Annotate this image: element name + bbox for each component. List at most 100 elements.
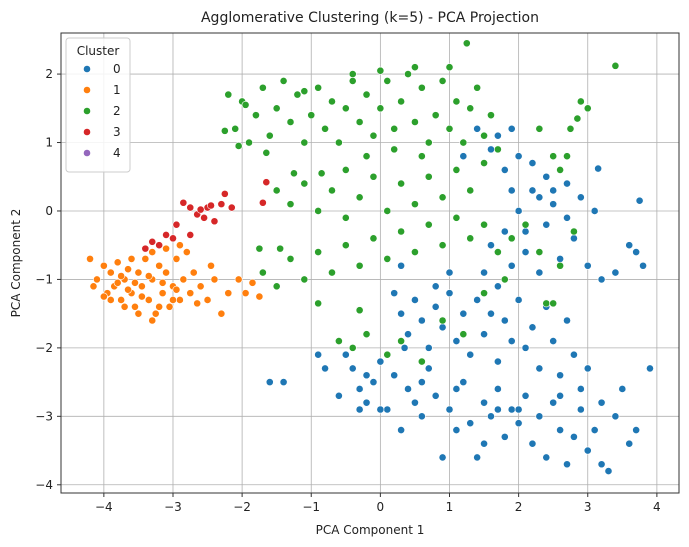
data-point [262, 178, 271, 187]
data-point [383, 77, 392, 85]
data-point [514, 296, 523, 304]
legend-entries: 0 1 2 3 4 [83, 62, 121, 160]
data-point [549, 398, 558, 407]
series-1 [86, 241, 264, 325]
legend-marker [83, 128, 91, 136]
legend-entry-label: 1 [113, 83, 121, 97]
legend-entry-label: 0 [113, 62, 121, 76]
data-point [400, 343, 409, 352]
data-point [314, 248, 323, 256]
data-point [480, 398, 488, 407]
data-point [438, 453, 447, 462]
data-point [137, 292, 146, 301]
data-point [487, 309, 495, 318]
data-point [369, 378, 378, 387]
data-point [542, 220, 551, 229]
data-point [234, 142, 243, 150]
data-point [535, 364, 544, 373]
data-point [431, 302, 440, 311]
data-point [155, 241, 164, 250]
data-point [362, 398, 371, 407]
data-point [535, 248, 544, 256]
data-point [452, 166, 461, 174]
data-point [487, 241, 495, 250]
x-tick-label: 3 [584, 500, 592, 514]
data-point [272, 186, 281, 195]
data-point [248, 278, 257, 287]
data-point [200, 213, 208, 222]
data-point [397, 426, 406, 434]
data-point [341, 166, 350, 174]
data-point [169, 234, 177, 243]
data-point [321, 124, 329, 133]
data-point [286, 254, 295, 263]
data-point [404, 70, 412, 78]
data-point [376, 357, 385, 366]
data-point [466, 234, 475, 243]
data-point [431, 282, 440, 291]
data-point [500, 432, 509, 441]
data-point [514, 152, 523, 161]
data-point [397, 97, 406, 106]
data-point [120, 302, 129, 311]
data-point [583, 104, 592, 113]
legend-entry-label: 3 [113, 125, 121, 139]
data-point [207, 201, 215, 210]
data-point [535, 268, 544, 277]
data-point [151, 309, 160, 318]
data-point [452, 97, 461, 106]
data-point [124, 285, 132, 294]
data-point [452, 337, 461, 345]
data-point [341, 104, 350, 113]
y-tick-label: −4 [35, 478, 53, 492]
data-point [272, 104, 281, 113]
data-point [355, 385, 364, 393]
data-point [262, 148, 271, 157]
data-point [383, 207, 392, 215]
data-point [210, 275, 219, 284]
data-point [570, 432, 578, 441]
data-point [514, 207, 523, 215]
data-point [618, 385, 627, 393]
data-point [404, 385, 412, 393]
data-point [473, 453, 482, 462]
data-point [117, 272, 126, 280]
data-point [480, 159, 488, 167]
data-point [459, 309, 468, 318]
data-point [334, 391, 343, 400]
data-point [556, 254, 565, 263]
data-point [397, 179, 406, 188]
data-point [341, 213, 350, 222]
data-point [576, 97, 585, 106]
data-point [438, 323, 447, 332]
data-point [570, 234, 578, 243]
legend-marker [83, 107, 91, 115]
data-point [376, 405, 385, 414]
data-point [556, 391, 565, 400]
data-point [570, 227, 578, 236]
data-point [535, 124, 544, 133]
data-point [341, 350, 350, 359]
data-point [452, 426, 461, 434]
data-point [473, 83, 482, 92]
y-tick-label: 0 [45, 204, 53, 218]
data-point [141, 254, 150, 263]
data-point [487, 111, 495, 120]
data-point [300, 87, 309, 96]
data-point [597, 398, 606, 407]
y-tick-label: −1 [35, 272, 53, 286]
data-point [500, 275, 509, 284]
data-point [597, 275, 606, 284]
data-point [417, 412, 426, 421]
data-point [290, 169, 298, 178]
data-point [528, 439, 537, 448]
data-point [438, 241, 447, 250]
data-point [452, 213, 461, 222]
data-point [328, 97, 336, 106]
data-point [355, 193, 364, 202]
data-point [424, 220, 433, 229]
data-point [417, 316, 426, 325]
data-point [466, 350, 475, 359]
data-point [493, 131, 502, 140]
data-point [376, 104, 385, 113]
